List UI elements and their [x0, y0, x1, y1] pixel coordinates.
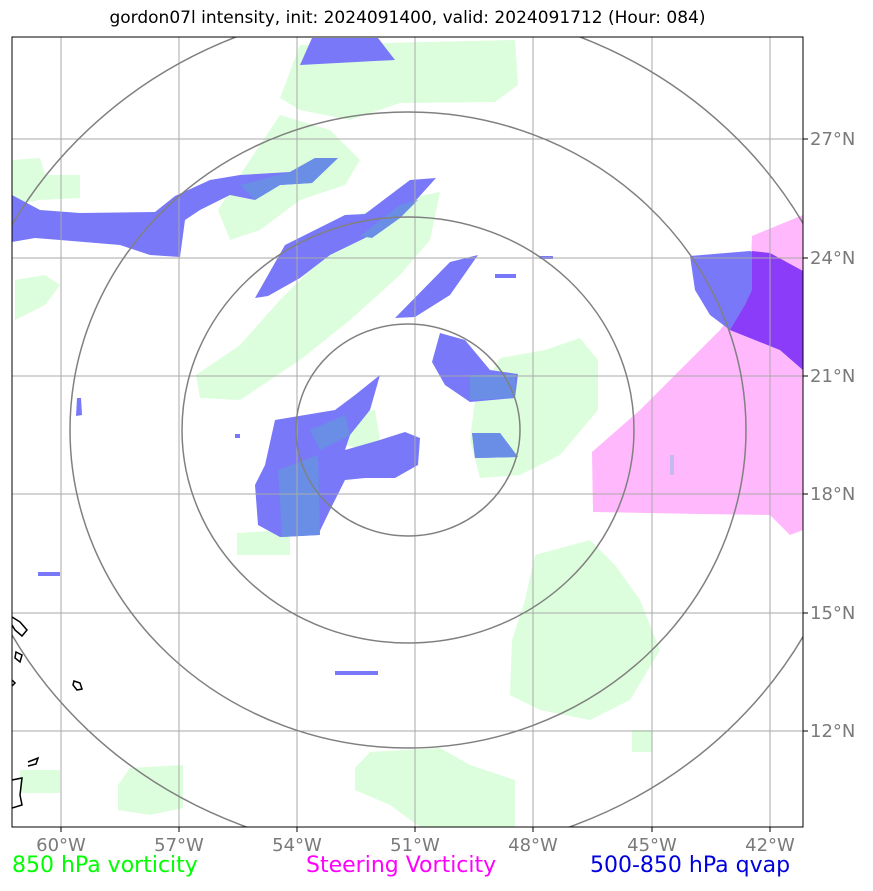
lat-label-24n: 24°N — [810, 248, 855, 269]
map-frame — [11, 36, 804, 828]
lon-label-48w: 48°W — [508, 835, 558, 856]
lon-label-60w: 60°W — [36, 835, 86, 856]
island-5 — [27, 756, 40, 767]
lon-label-42w: 42°W — [745, 835, 795, 856]
range-ring-2 — [181, 216, 635, 644]
overlap-2 — [360, 200, 418, 238]
lat-label-15n: 15°N — [810, 603, 855, 624]
green-band-central — [196, 192, 440, 400]
qvap-layer — [12, 38, 803, 675]
qvap-dot-1 — [76, 398, 82, 416]
overlap-1 — [240, 158, 338, 200]
overlap-steering-1 — [730, 251, 803, 370]
longitude-labels: 60°W 57°W 54°W 51°W 48°W 45°W 42°W — [36, 835, 795, 856]
range-ring-3 — [69, 111, 747, 749]
lat-label-18n: 18°N — [810, 484, 855, 505]
qvap-north-blob — [300, 38, 395, 65]
lon-label-45w: 45°W — [627, 835, 677, 856]
overlap-4 — [472, 433, 518, 458]
gridlines — [12, 37, 803, 827]
green-patch-west-1 — [12, 158, 80, 205]
tick-marks — [60, 138, 808, 832]
island-4 — [72, 680, 83, 691]
qvap-diagonal-band — [255, 178, 436, 298]
qvap-dot-4 — [495, 274, 516, 278]
lat-label-12n: 12°N — [810, 721, 855, 742]
overlap-qvap-vorticity — [240, 158, 518, 537]
qvap-dot-6 — [235, 434, 240, 438]
qvap-dot-2 — [38, 572, 60, 576]
lon-label-51w: 51°W — [390, 835, 440, 856]
green-patch-southwest — [20, 770, 60, 793]
green-patch-east-small — [632, 730, 652, 752]
lat-label-21n: 21°N — [810, 366, 855, 387]
island-2 — [14, 650, 23, 664]
coastlines — [12, 616, 83, 809]
latitude-labels: 27°N 24°N 21°N 18°N 15°N 12°N — [810, 129, 855, 742]
qvap-faint-mark — [670, 455, 674, 475]
lon-label-54w: 54°W — [272, 835, 322, 856]
overlap-3 — [470, 374, 515, 400]
map-title: gordon07l intensity, init: 2024091400, v… — [109, 8, 706, 28]
island-6 — [12, 777, 23, 809]
overlap-qvap-steering — [730, 251, 803, 370]
range-rings — [12, 37, 803, 827]
island-3 — [12, 679, 17, 687]
green-patch-west-2 — [15, 275, 60, 320]
lon-label-57w: 57°W — [154, 835, 204, 856]
legend-steering-vorticity: Steering Vorticity — [306, 853, 497, 878]
legend-850-hpa-vorticity: 850 hPa vorticity — [12, 853, 198, 878]
overlap-6 — [310, 415, 350, 450]
range-ring-1 — [295, 323, 521, 537]
legend-qvap: 500-850 hPa qvap — [590, 853, 791, 878]
qvap-dot-3 — [335, 671, 378, 675]
green-patch-south-3 — [355, 748, 515, 827]
qvap-central-streak — [395, 255, 478, 318]
green-patch-south-2 — [118, 765, 183, 815]
green-patch-south-1 — [237, 530, 290, 555]
island-1 — [12, 616, 28, 638]
lat-label-27n: 27°N — [810, 129, 855, 150]
overlap-5 — [278, 455, 320, 537]
